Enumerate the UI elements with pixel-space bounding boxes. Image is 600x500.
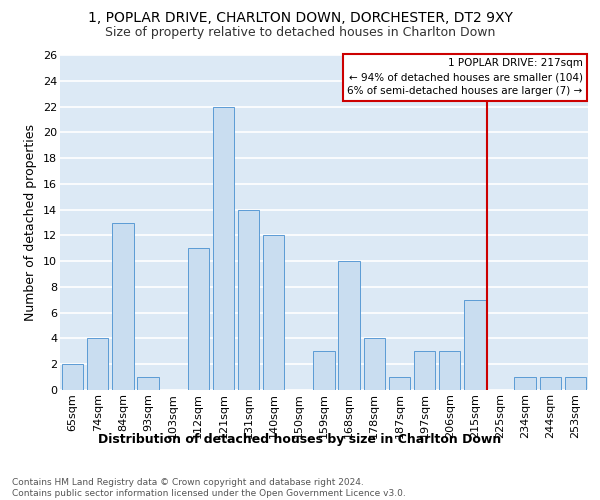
Bar [338,261,360,390]
Bar [389,377,410,390]
Bar [137,377,158,390]
Bar [62,364,83,390]
Bar [439,352,460,390]
Bar [112,222,134,390]
Bar [364,338,385,390]
Text: Distribution of detached houses by size in Charlton Down: Distribution of detached houses by size … [98,432,502,446]
Bar [188,248,209,390]
Bar [87,338,109,390]
Bar [565,377,586,390]
Bar [263,236,284,390]
Text: Size of property relative to detached houses in Charlton Down: Size of property relative to detached ho… [105,26,495,39]
Text: 1 POPLAR DRIVE: 217sqm
← 94% of detached houses are smaller (104)
6% of semi-det: 1 POPLAR DRIVE: 217sqm ← 94% of detached… [347,58,583,96]
Bar [313,352,335,390]
Text: 1, POPLAR DRIVE, CHARLTON DOWN, DORCHESTER, DT2 9XY: 1, POPLAR DRIVE, CHARLTON DOWN, DORCHEST… [88,11,512,25]
Bar [238,210,259,390]
Bar [514,377,536,390]
Bar [464,300,485,390]
Bar [414,352,435,390]
Bar [213,106,234,390]
Bar [539,377,561,390]
Text: Contains HM Land Registry data © Crown copyright and database right 2024.
Contai: Contains HM Land Registry data © Crown c… [12,478,406,498]
Y-axis label: Number of detached properties: Number of detached properties [25,124,37,321]
